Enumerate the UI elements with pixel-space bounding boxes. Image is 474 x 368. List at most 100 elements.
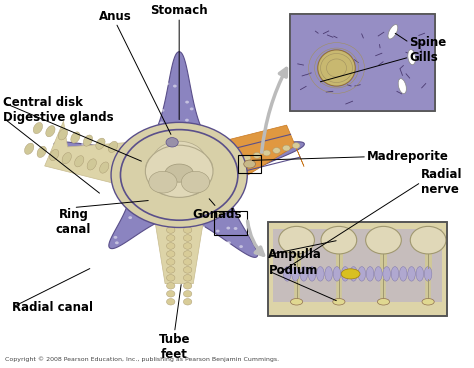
Circle shape [161, 109, 164, 112]
Text: Central disk: Central disk [3, 96, 83, 109]
Circle shape [164, 161, 209, 196]
Circle shape [208, 165, 212, 168]
Circle shape [146, 145, 213, 197]
Ellipse shape [33, 123, 43, 134]
Ellipse shape [377, 298, 390, 305]
Circle shape [190, 130, 194, 132]
Circle shape [193, 139, 197, 142]
Circle shape [135, 141, 139, 144]
Circle shape [183, 283, 192, 289]
Circle shape [114, 236, 118, 239]
Circle shape [141, 251, 145, 254]
Ellipse shape [58, 129, 68, 140]
Text: Anus: Anus [100, 10, 132, 23]
Ellipse shape [422, 298, 434, 305]
Circle shape [103, 147, 107, 150]
Circle shape [245, 131, 248, 134]
Circle shape [198, 264, 201, 267]
Circle shape [183, 298, 192, 305]
Circle shape [243, 160, 246, 163]
Circle shape [187, 187, 191, 190]
Circle shape [126, 188, 130, 191]
Circle shape [143, 126, 146, 129]
Circle shape [183, 219, 192, 225]
Circle shape [229, 161, 233, 163]
Ellipse shape [350, 267, 357, 281]
Circle shape [183, 251, 192, 257]
Circle shape [182, 244, 186, 247]
Circle shape [165, 194, 169, 197]
Ellipse shape [408, 50, 416, 65]
Circle shape [254, 133, 257, 136]
Ellipse shape [416, 267, 424, 281]
Ellipse shape [318, 50, 356, 86]
Circle shape [221, 139, 225, 141]
Circle shape [241, 187, 245, 190]
Circle shape [151, 113, 155, 116]
Ellipse shape [96, 138, 105, 149]
Circle shape [196, 158, 200, 161]
Circle shape [213, 129, 217, 132]
Circle shape [174, 151, 178, 154]
Circle shape [154, 213, 157, 216]
Circle shape [182, 191, 186, 194]
Circle shape [89, 222, 93, 225]
Circle shape [166, 138, 178, 147]
Circle shape [250, 164, 254, 167]
Text: Stomach: Stomach [150, 4, 208, 17]
Circle shape [183, 243, 192, 249]
Circle shape [194, 243, 198, 246]
Circle shape [136, 163, 140, 166]
Text: Spine: Spine [410, 36, 447, 49]
Circle shape [239, 245, 243, 248]
Polygon shape [45, 121, 144, 186]
Circle shape [159, 170, 163, 173]
Circle shape [157, 179, 161, 182]
Circle shape [113, 127, 117, 130]
Circle shape [210, 166, 213, 169]
Circle shape [263, 150, 271, 156]
Ellipse shape [87, 159, 96, 170]
Ellipse shape [108, 141, 118, 152]
Ellipse shape [291, 298, 303, 305]
Circle shape [200, 182, 203, 185]
Ellipse shape [325, 267, 332, 281]
FancyBboxPatch shape [290, 14, 435, 112]
Circle shape [197, 238, 201, 241]
Polygon shape [54, 52, 304, 257]
Ellipse shape [46, 125, 55, 137]
Circle shape [216, 171, 220, 174]
Circle shape [225, 241, 229, 244]
Ellipse shape [333, 298, 345, 305]
Circle shape [254, 105, 257, 107]
Circle shape [239, 137, 243, 140]
Circle shape [229, 117, 232, 120]
Circle shape [166, 298, 175, 305]
Ellipse shape [308, 267, 316, 281]
Circle shape [129, 91, 133, 94]
Circle shape [108, 197, 111, 199]
Circle shape [171, 151, 174, 153]
Circle shape [183, 291, 192, 297]
Circle shape [190, 196, 194, 199]
Circle shape [115, 241, 119, 244]
Circle shape [185, 101, 189, 103]
Circle shape [251, 154, 255, 156]
Ellipse shape [383, 267, 391, 281]
Ellipse shape [358, 267, 365, 281]
Circle shape [146, 217, 149, 220]
Circle shape [410, 226, 446, 254]
Circle shape [234, 158, 241, 163]
Circle shape [164, 248, 167, 251]
Ellipse shape [424, 267, 432, 281]
Circle shape [264, 112, 268, 115]
Circle shape [160, 188, 164, 191]
Circle shape [183, 235, 192, 241]
Circle shape [202, 231, 206, 234]
Circle shape [160, 121, 164, 124]
Circle shape [160, 160, 164, 163]
Circle shape [143, 124, 147, 127]
Circle shape [187, 161, 191, 164]
Ellipse shape [400, 267, 407, 281]
Circle shape [225, 100, 228, 103]
